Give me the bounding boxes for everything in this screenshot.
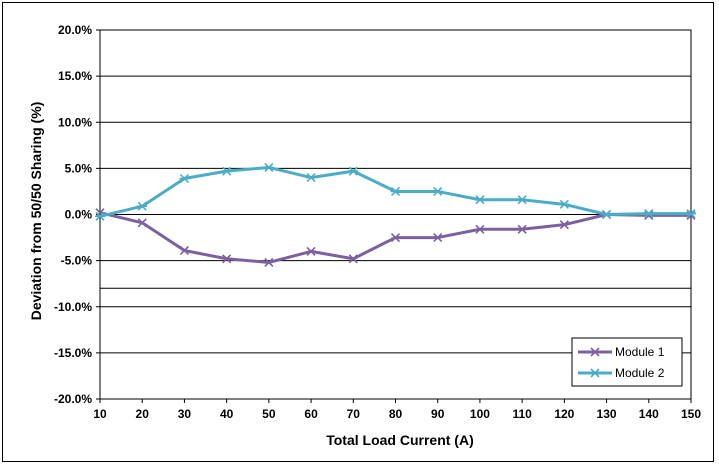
x-tick-label: 100: [470, 407, 490, 421]
data-point: [517, 224, 527, 234]
y-tick-label: -5.0%: [61, 254, 93, 268]
data-point: [686, 209, 696, 219]
y-tick-label: 15.0%: [58, 69, 92, 83]
y-tick-label: -10.0%: [54, 300, 92, 314]
x-tick-label: 50: [262, 407, 276, 421]
x-axis-ticks: 10 20 30 40 50 60 70 80 90 100 110 120 130 140 150: [93, 399, 701, 421]
data-point: [643, 209, 654, 219]
data-point: [559, 220, 569, 230]
x-tick-label: 70: [347, 407, 361, 421]
data-point: [348, 166, 359, 176]
y-tick-label: 20.0%: [58, 23, 92, 37]
x-tick-label: 30: [178, 407, 192, 421]
legend-box: [571, 337, 683, 387]
x-tick-label: 150: [681, 407, 701, 421]
y-tick-label: 10.0%: [58, 115, 92, 129]
data-point: [601, 209, 612, 220]
series-group: [95, 162, 696, 268]
data-point: [590, 347, 600, 357]
x-axis-title: Total Load Current (A): [326, 432, 474, 448]
legend: Module 1 Module 2: [571, 337, 683, 387]
y-tick-label: -15.0%: [54, 346, 92, 360]
x-tick-label: 110: [512, 407, 532, 421]
data-point: [264, 257, 274, 268]
data-point: [179, 245, 189, 256]
data-point: [475, 224, 485, 234]
data-point: [306, 246, 316, 256]
chart-frame: -20.0% -15.0% -10.0% -5.0% 0.0% 5.0% 10.0% 15.0…: [2, 2, 714, 462]
data-point: [348, 254, 358, 264]
x-tick-label: 90: [431, 407, 445, 421]
data-point: [517, 195, 528, 205]
data-point: [221, 166, 232, 176]
data-point: [390, 186, 401, 197]
y-axis-title: Deviation from 50/50 Sharing (%): [28, 102, 44, 321]
data-point: [306, 173, 317, 183]
data-point: [137, 218, 147, 228]
series-1: [95, 208, 696, 268]
legend-item: Module 2: [578, 366, 665, 380]
x-tick-label: 130: [597, 407, 617, 421]
data-point: [559, 199, 570, 209]
data-point: [433, 232, 443, 243]
data-point: [179, 173, 190, 184]
data-point: [474, 195, 485, 205]
legend-label: Module 2: [615, 366, 665, 380]
line-chart: -20.0% -15.0% -10.0% -5.0% 0.0% 5.0% 10.0% 15.0…: [28, 23, 701, 448]
data-point: [222, 254, 232, 264]
x-tick-label: 10: [93, 407, 107, 421]
x-tick-label: 60: [304, 407, 318, 421]
data-point: [137, 201, 148, 211]
x-tick-label: 140: [639, 407, 659, 421]
y-tick-label: -20.0%: [54, 392, 92, 406]
x-tick-label: 20: [136, 407, 150, 421]
x-tick-label: 40: [220, 407, 234, 421]
series-2: [95, 162, 696, 221]
data-point: [95, 211, 105, 221]
data-point: [432, 186, 443, 197]
x-tick-label: 120: [554, 407, 574, 421]
x-tick-label: 80: [389, 407, 403, 421]
y-tick-label: 5.0%: [65, 161, 93, 175]
legend-label: Module 1: [615, 345, 665, 359]
data-point: [263, 162, 274, 173]
data-point: [390, 232, 401, 243]
legend-item: Module 1: [578, 345, 665, 359]
y-tick-label: 0.0%: [65, 208, 93, 222]
data-point: [590, 368, 600, 378]
y-axis-ticks: -20.0% -15.0% -10.0% -5.0% 0.0% 5.0% 10.0% 15.0…: [54, 23, 100, 406]
